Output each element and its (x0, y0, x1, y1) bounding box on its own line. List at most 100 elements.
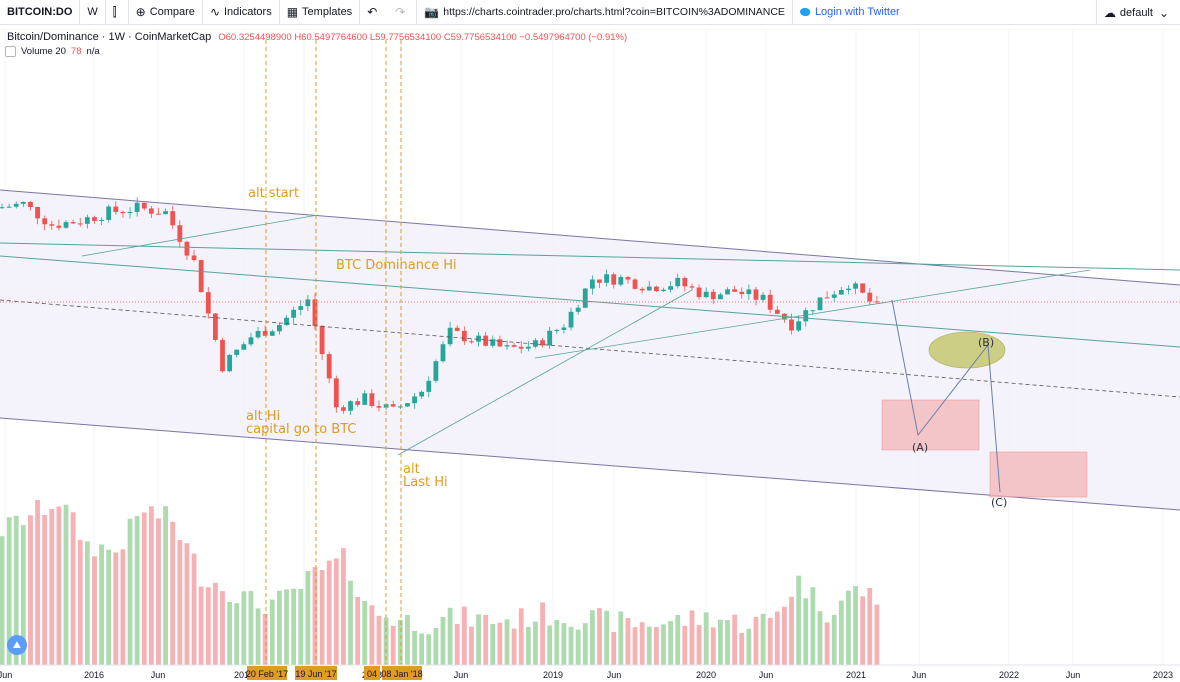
x-tick-label: Jun (912, 670, 927, 680)
trendline-2018[interactable] (397, 289, 693, 456)
volume-bar (561, 623, 567, 665)
trendline-2019[interactable] (534, 269, 1091, 359)
volume-bar (547, 625, 553, 665)
candle-body (319, 325, 325, 355)
teal-line-1[interactable] (0, 255, 1180, 348)
volume-bar (867, 587, 873, 665)
candle-body (604, 274, 609, 283)
target-ellipse-b[interactable] (928, 331, 1006, 369)
layout-default-button[interactable]: ☁ default ⌄ (1095, 0, 1180, 25)
volume-bar (92, 556, 97, 665)
compare-button[interactable]: ⊕ Compare (129, 0, 203, 25)
volume-bar (454, 623, 460, 665)
volume-bar (846, 590, 851, 665)
volume-bar (639, 622, 645, 665)
volume-bar (248, 590, 254, 665)
volume-bar (99, 544, 104, 665)
channel-mid-line[interactable] (0, 299, 1180, 398)
candle-body (469, 341, 474, 343)
volume-bar (376, 615, 382, 665)
login-twitter-button[interactable]: Login with Twitter (793, 0, 907, 25)
candle-body (511, 345, 517, 347)
chart-type-button[interactable]: ⫿ (106, 0, 129, 25)
volume-bar (582, 623, 588, 665)
candle-body (127, 211, 133, 214)
teal-line-2[interactable] (0, 242, 1180, 271)
volume-bar (35, 499, 40, 665)
candle-body (184, 241, 190, 256)
target-box-c[interactable] (989, 451, 1088, 498)
annotation-last-hi: Last Hi (403, 475, 448, 490)
candle-body (796, 321, 802, 331)
candle-body (348, 401, 353, 411)
volume-bar (333, 558, 339, 665)
volume-bar (56, 506, 62, 665)
candle-body (419, 391, 425, 397)
abc-wave-path[interactable] (891, 299, 1001, 493)
plus-circle-icon: ⊕ (135, 5, 146, 19)
x-tick-label: 2022 (999, 670, 1019, 680)
volume-bar (127, 518, 133, 665)
volume-bar (255, 608, 261, 665)
templates-button[interactable]: ▦ Templates (280, 0, 361, 25)
indicators-button[interactable]: ∿ Indicators (203, 0, 280, 25)
annotation-btc-dominance-hi: BTC Dominance Hi (336, 258, 457, 273)
volume-bar (682, 625, 688, 665)
snapshot-link[interactable]: 📷 https://charts.cointrader.pro/charts.ht… (417, 0, 793, 25)
target-box-a[interactable] (881, 399, 980, 451)
tradingview-logo-icon[interactable]: ⛰ (7, 635, 27, 655)
volume-bar (49, 509, 55, 665)
candle-body (369, 393, 375, 407)
volume-bar (554, 620, 560, 665)
candle-body (838, 290, 844, 295)
volume-bar (369, 605, 375, 665)
volume-bar (63, 504, 69, 665)
volume-bar (28, 515, 33, 665)
candle-body (440, 344, 446, 362)
volume-bar (511, 628, 517, 665)
volume-bar (810, 587, 816, 665)
candle-body (84, 217, 90, 224)
candle-body (831, 294, 837, 298)
annotation-alt: alt (403, 462, 420, 477)
candle-body (49, 224, 55, 226)
symbol-search-button[interactable]: BITCOIN:DO (0, 0, 81, 25)
volume-bar (575, 629, 581, 665)
volume-bar (84, 541, 90, 665)
volume-bar (767, 617, 773, 665)
volume-bar (789, 596, 794, 665)
volume-bar (298, 589, 304, 665)
candle-body (191, 255, 197, 261)
candle-body (867, 292, 873, 302)
candle-body (106, 206, 112, 220)
date-marker-label: 04 (367, 669, 377, 679)
collapse-toggle[interactable] (5, 46, 16, 57)
candle-body (725, 289, 730, 295)
candle-body (739, 291, 745, 295)
candle-body (0, 207, 5, 209)
x-tick-label: 2019 (543, 670, 563, 680)
redo-button[interactable]: ↷ (388, 0, 418, 25)
annotation-alt-start: alt start (248, 186, 299, 201)
volume-bar (824, 622, 830, 665)
candle-body (70, 222, 76, 224)
volume-value: 78 (70, 46, 82, 57)
candle-body (810, 310, 816, 312)
channel-bottom-line[interactable] (0, 417, 1180, 511)
candle-body (554, 329, 560, 331)
candle-body (28, 201, 33, 207)
candle-body (341, 407, 346, 411)
candle-body (533, 340, 538, 347)
channel-top-line[interactable] (0, 189, 1180, 286)
interval-button[interactable]: W (80, 0, 106, 25)
candle-body (426, 380, 432, 392)
volume-bar (284, 589, 289, 665)
candle-body (212, 313, 218, 340)
candle-body (77, 223, 83, 225)
volume-bar (412, 630, 417, 665)
undo-button[interactable]: ↶ (360, 0, 388, 25)
volume-label: Volume 20 (21, 46, 66, 57)
volume-bar (540, 602, 545, 665)
trendline-2016[interactable] (81, 214, 319, 257)
